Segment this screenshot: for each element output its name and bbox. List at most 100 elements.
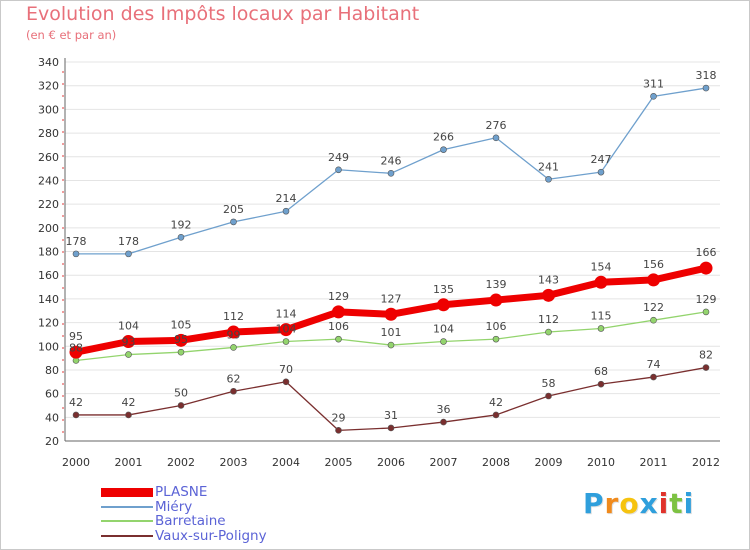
data-point-barretaine [440, 338, 447, 345]
x-tick-label: 2010 [587, 456, 615, 469]
data-point-plasne [279, 323, 293, 337]
legend-label-plasne: PLASNE [155, 484, 208, 501]
data-point-plasne [122, 335, 135, 349]
logo-letter: x [639, 487, 659, 520]
data-label-mi-ry: 192 [171, 218, 192, 231]
logo-letter: P [583, 487, 605, 520]
data-label-plasne: 139 [486, 278, 507, 291]
data-label-barretaine: 95 [174, 333, 188, 346]
data-label-mi-ry: 214 [276, 192, 297, 205]
data-label-mi-ry: 178 [66, 235, 87, 248]
data-label-plasne: 114 [276, 308, 297, 321]
data-point-plasne [332, 305, 345, 319]
data-point-plasne [699, 261, 713, 275]
chart-subtitle: (en € et par an) [26, 28, 117, 42]
data-label-barretaine: 106 [486, 320, 507, 333]
data-point-mi-ry [597, 168, 605, 176]
y-tick-label: 240 [38, 174, 59, 187]
y-tick-label: 320 [38, 80, 59, 93]
x-tick-label: 2011 [640, 456, 668, 469]
data-label-barretaine: 104 [276, 323, 297, 336]
data-point-mi-ry [282, 207, 290, 215]
data-point-vaux-sur-poligny [387, 424, 395, 432]
data-point-mi-ry [72, 250, 80, 258]
data-label-vaux-sur-poligny: 36 [437, 403, 451, 416]
data-point-barretaine [650, 316, 657, 324]
x-tick-label: 2003 [220, 456, 248, 469]
logo-letter: t [669, 487, 684, 520]
data-label-vaux-sur-poligny: 42 [122, 396, 136, 409]
data-label-mi-ry: 266 [433, 131, 454, 144]
data-label-vaux-sur-poligny: 29 [332, 411, 346, 424]
data-point-plasne [594, 275, 608, 289]
data-label-barretaine: 106 [328, 320, 349, 333]
x-tick-label: 2006 [377, 456, 405, 469]
legend-label-vaux-sur-poligny: Vaux-sur-Poligny [155, 527, 267, 544]
data-label-plasne: 105 [171, 318, 192, 331]
data-label-plasne: 95 [69, 330, 83, 343]
data-label-plasne: 104 [118, 320, 139, 333]
data-label-vaux-sur-poligny: 58 [542, 377, 556, 390]
data-point-plasne [174, 333, 188, 347]
legend-label-miery: Miéry [155, 498, 193, 515]
data-label-mi-ry: 178 [118, 235, 139, 248]
data-label-mi-ry: 249 [328, 151, 349, 164]
proxiti-logo: Proxiti [583, 487, 694, 520]
data-point-vaux-sur-poligny [335, 427, 342, 434]
data-point-barretaine [282, 338, 290, 345]
logo-letter: i [658, 487, 670, 520]
logo-letter: o [619, 487, 640, 520]
data-point-mi-ry [650, 93, 657, 100]
y-tick-label: 140 [38, 293, 59, 306]
y-tick-label: 40 [45, 411, 59, 424]
y-tick-label: 60 [45, 388, 59, 401]
data-label-vaux-sur-poligny: 50 [174, 386, 188, 399]
data-label-vaux-sur-poligny: 68 [594, 365, 608, 378]
data-point-mi-ry [545, 175, 552, 183]
data-point-plasne [227, 325, 240, 339]
data-point-barretaine [177, 348, 185, 356]
x-tick-label: 2008 [482, 456, 510, 469]
legend-item-plasne: PLASNE [101, 485, 267, 500]
data-point-mi-ry [335, 166, 342, 174]
data-label-vaux-sur-poligny: 42 [69, 396, 83, 409]
data-point-vaux-sur-poligny [545, 392, 552, 400]
logo-letter: r [604, 487, 620, 520]
x-tick-label: 2002 [167, 456, 195, 469]
data-label-barretaine: 112 [538, 313, 559, 326]
data-label-plasne: 112 [223, 310, 244, 323]
data-label-barretaine: 129 [696, 293, 717, 306]
data-label-vaux-sur-poligny: 62 [227, 372, 241, 385]
data-label-mi-ry: 318 [696, 69, 717, 82]
legend-swatch-miery [101, 505, 153, 508]
legend-swatch-plasne [101, 487, 153, 497]
legend-item-vaux-sur-poligny: Vaux-sur-Poligny [101, 529, 267, 544]
y-tick-label: 200 [38, 222, 59, 235]
data-point-vaux-sur-poligny [440, 418, 447, 426]
data-label-mi-ry: 241 [538, 160, 559, 173]
data-point-vaux-sur-poligny [230, 387, 237, 395]
data-label-vaux-sur-poligny: 42 [489, 396, 503, 409]
data-label-vaux-sur-poligny: 74 [647, 358, 661, 371]
data-label-vaux-sur-poligny: 82 [699, 349, 713, 362]
data-label-barretaine: 104 [433, 323, 454, 336]
y-tick-label: 160 [38, 269, 59, 282]
x-tick-label: 2009 [535, 456, 563, 469]
data-point-plasne [542, 288, 555, 302]
data-point-plasne [437, 298, 450, 312]
legend-label-barretaine: Barretaine [155, 513, 226, 530]
x-tick-label: 2007 [430, 456, 458, 469]
chart-legend: PLASNE Miéry Barretaine Vaux-sur-Poligny [101, 485, 267, 543]
y-tick-label: 340 [38, 56, 59, 69]
data-label-vaux-sur-poligny: 70 [279, 363, 293, 376]
data-label-mi-ry: 246 [381, 154, 402, 167]
data-label-mi-ry: 311 [643, 77, 664, 90]
data-point-barretaine [335, 335, 342, 343]
data-label-plasne: 154 [591, 260, 612, 273]
data-point-mi-ry [125, 250, 132, 258]
y-tick-label: 220 [38, 198, 59, 211]
data-point-mi-ry [230, 218, 237, 226]
data-point-plasne [647, 273, 660, 287]
x-tick-label: 2012 [692, 456, 720, 469]
